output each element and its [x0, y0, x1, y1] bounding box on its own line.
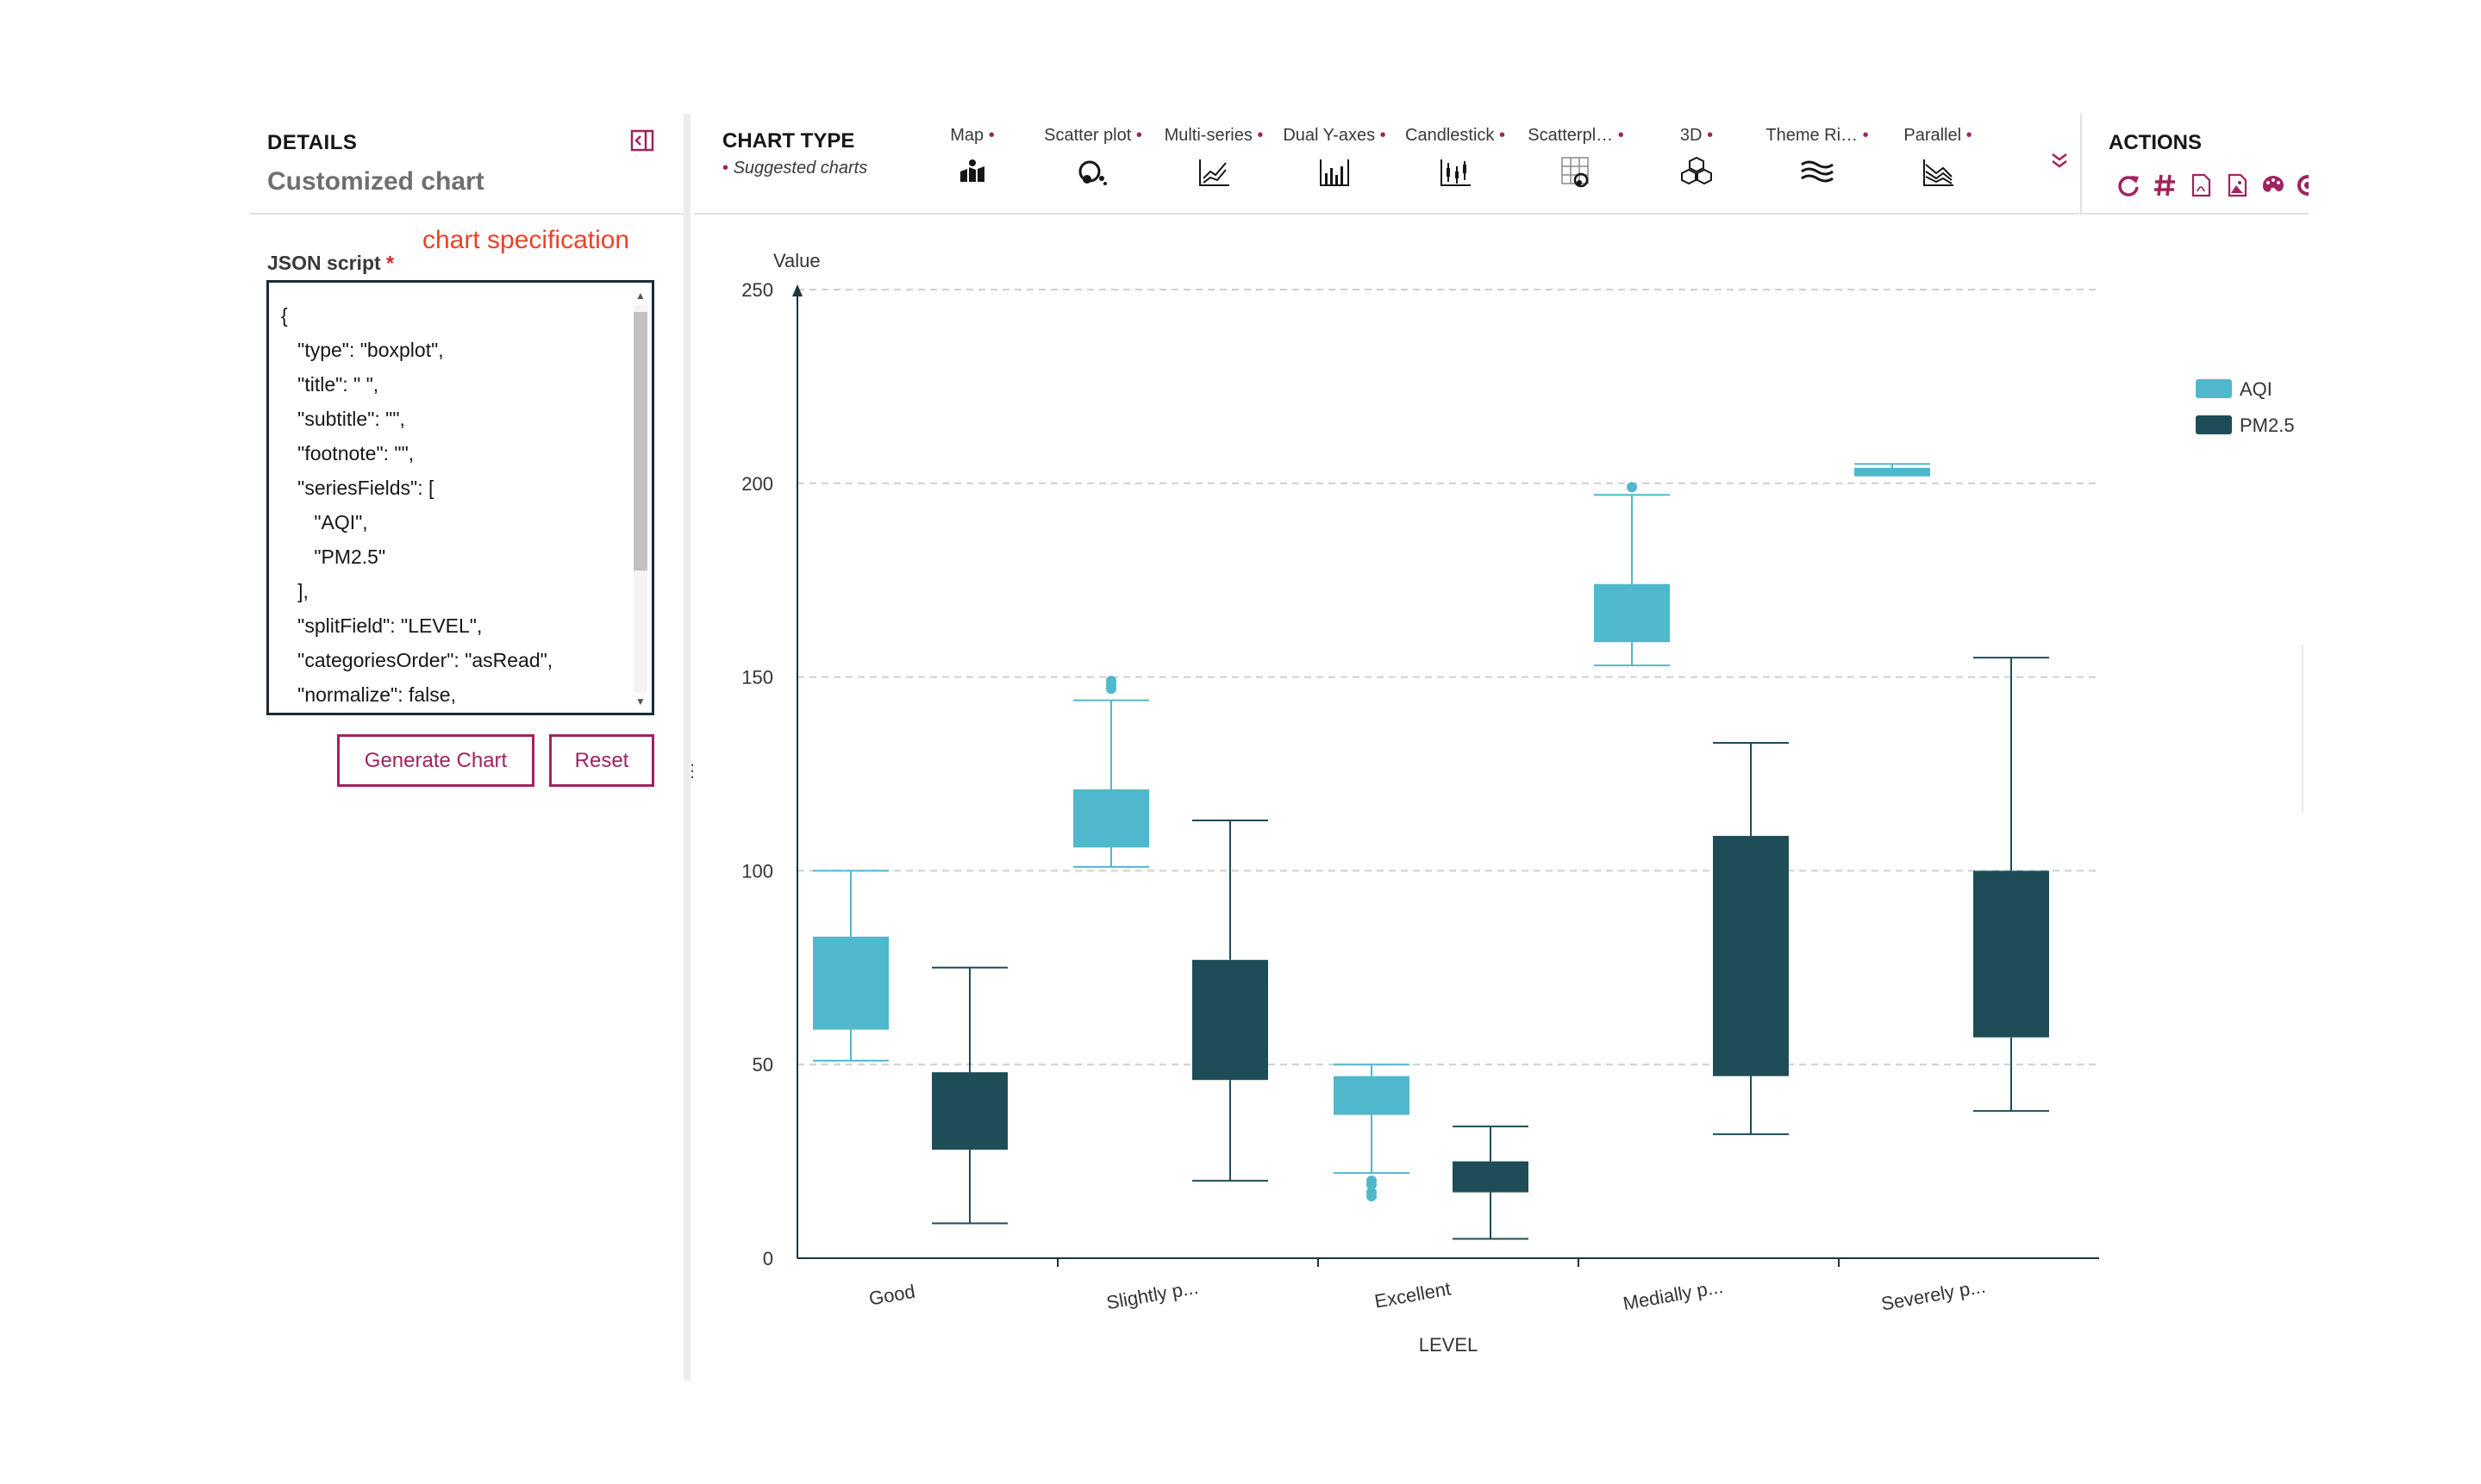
chart-type-scatterplot-matrix[interactable]: Scatterpl… • — [1524, 126, 1628, 189]
details-title: DETAILS — [267, 131, 358, 154]
hash-icon[interactable] — [2152, 172, 2178, 198]
outlier-point — [1106, 676, 1116, 687]
box-pm25 — [1713, 742, 1789, 1136]
legend-swatch — [2196, 379, 2232, 398]
y-tick-label: 100 — [741, 860, 773, 882]
chart-type-title: CHART TYPE — [722, 129, 855, 153]
actions-title: ACTIONS — [2109, 131, 2202, 154]
box-body — [1594, 583, 1670, 643]
box-body — [1334, 1076, 1409, 1115]
dual-axes-icon — [1320, 159, 1349, 186]
required-mark: * — [386, 252, 394, 274]
refresh-icon[interactable] — [2115, 172, 2141, 198]
theme-river-icon — [1801, 160, 1834, 183]
right-edge-line — [2302, 645, 2303, 813]
y-tick-label: 150 — [741, 667, 773, 689]
multi-series-icon — [1199, 159, 1229, 186]
scatter-icon — [1078, 160, 1107, 185]
legend-label: PM2.5 — [2240, 415, 2295, 436]
box-aqi — [1594, 482, 1670, 667]
scatterplot-matrix-icon — [1561, 157, 1589, 188]
box-aqi — [1334, 1063, 1409, 1202]
palette-icon[interactable] — [2260, 172, 2286, 198]
json-editor-scrollbar[interactable]: ▲ ▼ — [629, 288, 648, 708]
box-body — [1453, 1161, 1528, 1193]
y-tick-label: 0 — [763, 1248, 773, 1269]
box-aqi — [1073, 676, 1149, 868]
splitter-grip-icon[interactable]: ⋮ — [684, 762, 701, 781]
reset-button[interactable]: Reset — [549, 734, 654, 787]
legend-label: AQI — [2240, 378, 2272, 400]
chart-type-3d[interactable]: 3D • — [1645, 126, 1748, 189]
parallel-icon — [1923, 159, 1953, 186]
box-body — [1073, 789, 1149, 848]
y-axis-title: Value — [773, 250, 821, 271]
box-body — [813, 936, 889, 1030]
3d-icon — [1681, 156, 1712, 185]
box-pm25 — [1973, 657, 2049, 1113]
box-body — [932, 1072, 1008, 1150]
x-tick-label: Excellent — [1373, 1278, 1453, 1313]
suggested-charts-note: • Suggested charts — [722, 159, 868, 178]
outlier-point — [1366, 1175, 1377, 1187]
toolbar-divider — [694, 213, 2079, 215]
y-tick-label: 200 — [741, 473, 773, 495]
box-pm25 — [932, 966, 1008, 1225]
map-icon — [960, 159, 984, 182]
collapse-panel-icon[interactable] — [629, 128, 655, 153]
chart-type-theme-river[interactable]: Theme Ri… • — [1765, 126, 1869, 189]
box-body — [1713, 835, 1789, 1076]
scroll-up-arrow-icon[interactable]: ▲ — [635, 290, 646, 302]
x-axis-title: LEVEL — [1419, 1334, 1478, 1356]
y-axis-arrow-icon — [792, 284, 803, 296]
box-aqi — [813, 870, 889, 1062]
scrollbar-thumb[interactable] — [634, 312, 647, 571]
settings-icon[interactable] — [2295, 172, 2309, 198]
generate-chart-button[interactable]: Generate Chart — [337, 734, 534, 787]
x-tick-label: Medially p... — [1622, 1275, 1725, 1314]
scroll-down-arrow-icon[interactable]: ▼ — [635, 695, 646, 708]
candlestick-icon — [1440, 159, 1471, 186]
outlier-point — [1627, 482, 1637, 493]
chart-type-multi-series[interactable]: Multi-series • — [1162, 126, 1265, 189]
chart-type-candlestick[interactable]: Candlestick • — [1403, 126, 1507, 189]
box-pm25 — [1192, 819, 1268, 1182]
box-body — [1854, 467, 1930, 476]
x-tick-label: Slightly p... — [1105, 1276, 1200, 1313]
chart-type-dual-y-axes[interactable]: Dual Y-axes • — [1283, 126, 1386, 189]
legend-swatch — [2196, 415, 2232, 434]
json-script-text[interactable]: { "type": "boxplot", "title": " ", "subt… — [281, 304, 553, 706]
chart-specification-annotation: chart specification — [422, 226, 630, 254]
chart-type-map[interactable]: Map • — [921, 126, 1024, 189]
y-tick-label: 250 — [741, 279, 773, 301]
json-script-editor[interactable]: { "type": "boxplot", "title": " ", "subt… — [266, 280, 654, 715]
x-tick-label: Good — [867, 1281, 916, 1310]
image-icon[interactable] — [2224, 172, 2250, 198]
outlier-point — [1366, 1187, 1377, 1198]
panel-splitter[interactable] — [684, 114, 691, 1381]
chart-type-parallel[interactable]: Parallel • — [1886, 126, 1990, 189]
box-pm25 — [1453, 1125, 1528, 1240]
y-tick-label: 50 — [753, 1054, 773, 1076]
box-body — [1192, 959, 1268, 1081]
box-body — [1973, 870, 2049, 1038]
x-tick-label: Severely p... — [1879, 1275, 1987, 1315]
json-script-label: JSON script * — [267, 252, 394, 274]
chart-type-scatter-plot[interactable]: Scatter plot • — [1041, 126, 1145, 189]
pdf-icon[interactable] — [2188, 172, 2214, 198]
actions-divider — [2080, 213, 2309, 215]
toolbar-vertical-divider — [2080, 114, 2082, 213]
details-divider — [250, 213, 685, 215]
box-aqi — [1854, 463, 1930, 477]
chevron-down-icon[interactable] — [2047, 148, 2072, 172]
details-subtitle: Customized chart — [267, 167, 484, 196]
